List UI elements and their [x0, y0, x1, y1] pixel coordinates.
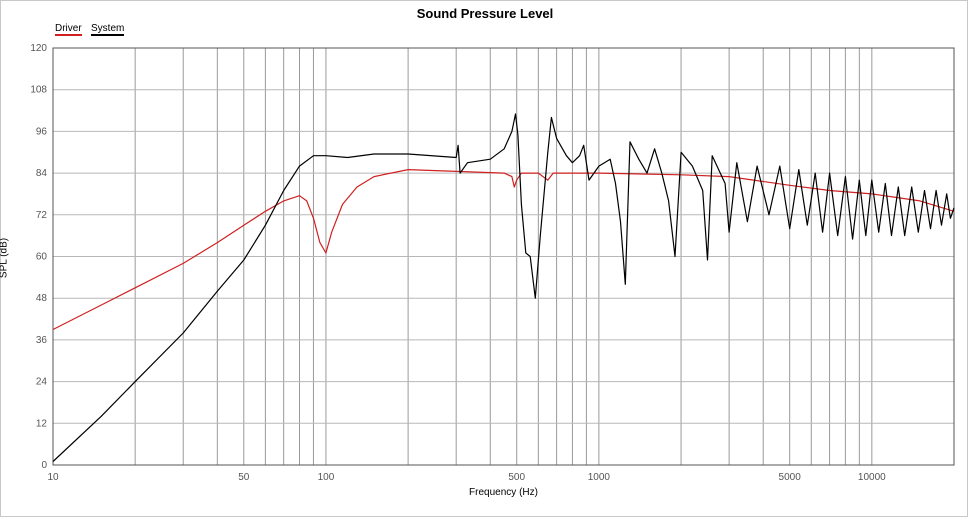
y-tick-label-2: 24 [36, 377, 48, 388]
x-axis-title: Frequency (Hz) [469, 487, 538, 498]
y-tick-label-5: 60 [36, 252, 48, 263]
legend-swatch-driver [55, 34, 82, 36]
legend-entry-driver: Driver [55, 23, 82, 36]
x-tick-label-2: 100 [318, 472, 335, 483]
plot-border [52, 47, 955, 466]
y-tick-label-3: 36 [36, 335, 48, 346]
y-tick-label-10: 120 [30, 43, 47, 54]
legend-swatch-system [91, 34, 125, 36]
chart-title: Sound Pressure Level [416, 6, 554, 21]
y-tick-label-1: 12 [36, 418, 48, 429]
legend-entry-system: System [91, 23, 125, 36]
x-tick-label-3: 500 [508, 472, 525, 483]
x-tick-label-6: 10000 [858, 472, 886, 483]
legend-label-system: System [91, 23, 125, 34]
x-tick-label-4: 1000 [588, 472, 611, 483]
x-tick-label-0: 10 [47, 472, 59, 483]
x-tick-label-1: 50 [238, 472, 250, 483]
series-line-driver [52, 169, 955, 331]
y-tick-label-8: 96 [36, 126, 48, 137]
legend-label-driver: Driver [55, 23, 82, 34]
series-line-system [52, 113, 955, 462]
y-tick-label-9: 108 [30, 85, 47, 96]
y-tick-label-4: 48 [36, 293, 48, 304]
y-tick-label-6: 72 [36, 210, 48, 221]
y-tick-label-0: 0 [41, 460, 47, 471]
x-tick-label-5: 5000 [779, 472, 802, 483]
y-tick-label-7: 84 [36, 168, 48, 179]
